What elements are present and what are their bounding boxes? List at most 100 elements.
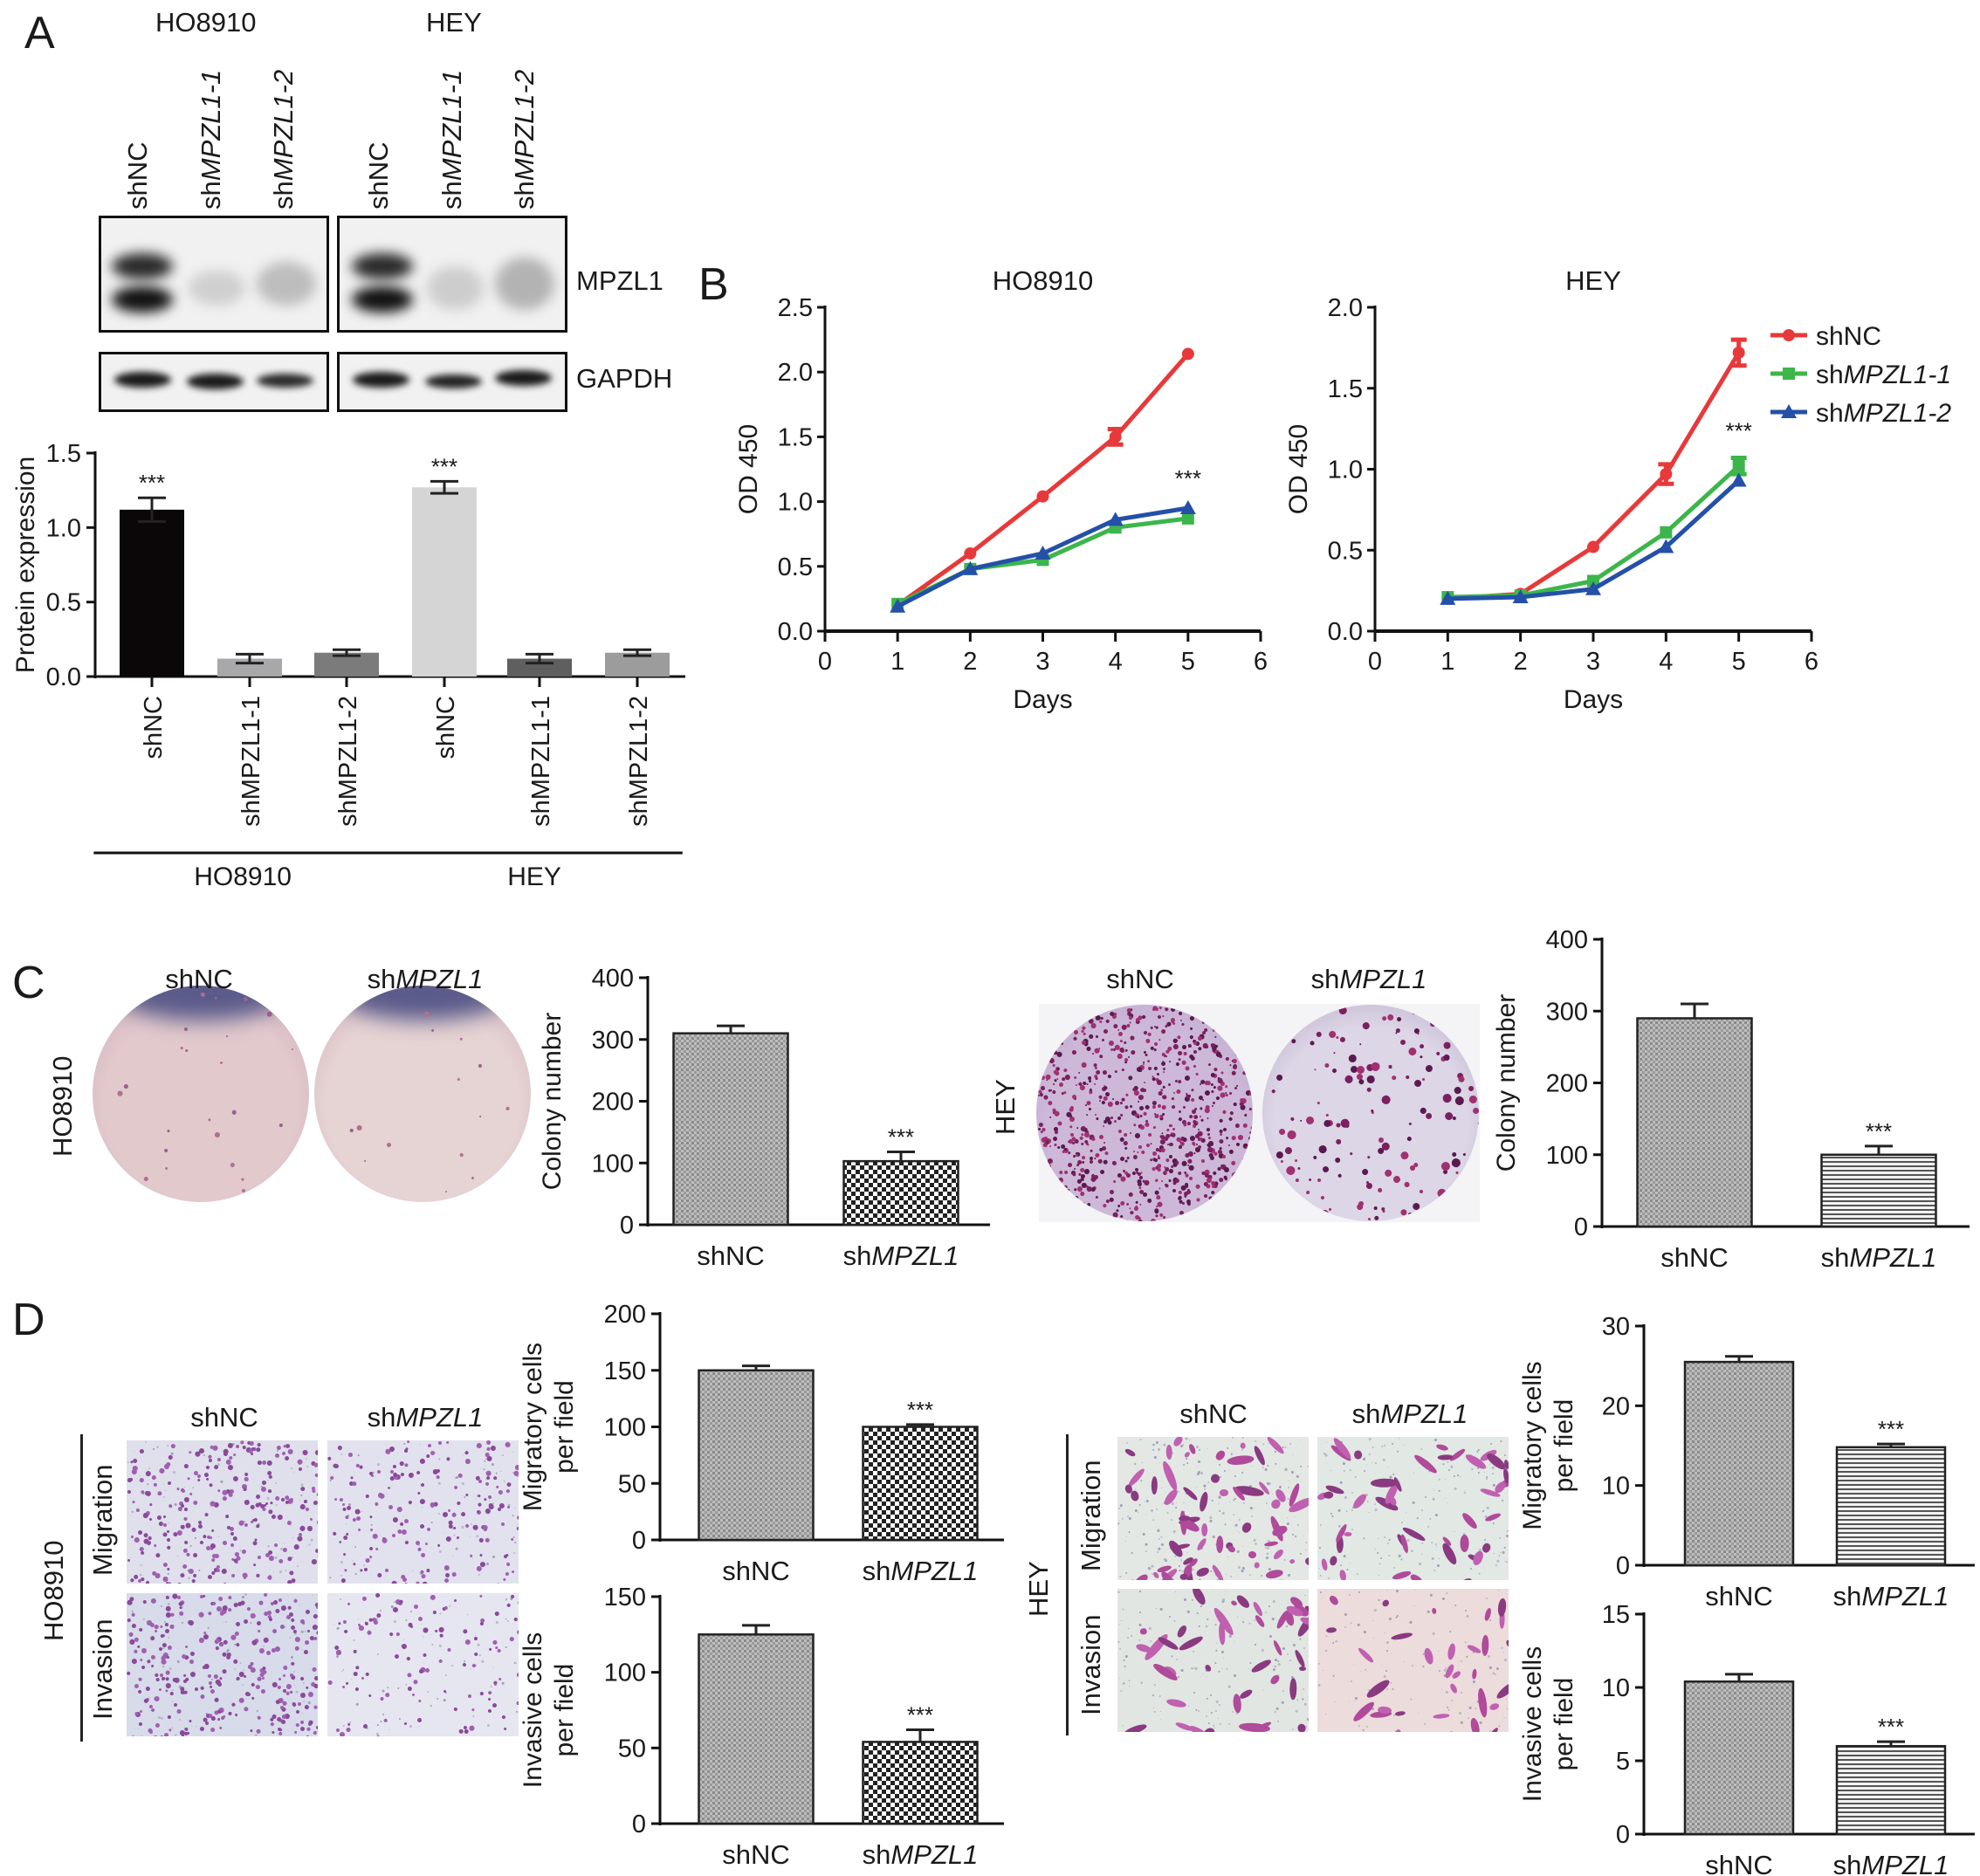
label-prefix: sh: [1816, 399, 1844, 428]
y-tick-label: 1.0: [46, 514, 81, 542]
legend-label: shMPZL1-1: [1816, 361, 1951, 389]
x-tick-label: shMPZL1: [1833, 1581, 1949, 1611]
bar-chart-a-0: 0.0 0.5 1.0 1.5 *** shNC shMPZL1-1 shMPZL1-2 ***…: [11, 440, 685, 891]
y-tick-label: 0: [1574, 1213, 1588, 1241]
y-tick-label: 200: [1546, 1070, 1588, 1098]
line-chart-ho8910: 0.0 0.5 1.0 1.5 2.0 2.5 0 1 2 3 4 5 6 Days OD 450 HO891…: [734, 265, 1268, 714]
y-tick-label: 0.5: [46, 589, 81, 617]
legend-label: shNC: [1816, 322, 1881, 351]
y-tick-label: 200: [604, 1301, 646, 1329]
marker-circle: [964, 546, 977, 560]
label-gene: MPZL1: [890, 1556, 978, 1586]
y-tick-label: 1.5: [46, 440, 81, 468]
y-axis-label: Invasive cells: [1518, 1646, 1547, 1802]
y-tick-label: 0.0: [778, 618, 813, 646]
chart-title: HEY: [1565, 265, 1621, 296]
y-tick-label: 0: [632, 1527, 646, 1555]
x-tick-label: shNC: [722, 1839, 790, 1870]
series-line-shnc: [1447, 351, 1741, 601]
y-axis-label: Invasive cells: [519, 1632, 547, 1788]
marker-circle: [1109, 430, 1122, 443]
marker-circle: [1783, 329, 1795, 341]
x-tick-label: shNC: [697, 1240, 765, 1271]
legend-label: shMPZL1-2: [1816, 399, 1951, 428]
bar-shnc: [120, 509, 184, 677]
gapdh-blot-ho8910: [99, 352, 329, 412]
ho8910-migration-shnc: [127, 1440, 318, 1584]
y-tick-label: 1.0: [778, 489, 813, 517]
dish-label-shnc: shNC: [1106, 964, 1174, 995]
label-prefix: sh: [1821, 1242, 1850, 1273]
label-prefix: sh: [863, 1556, 891, 1586]
image-label-shnc: shNC: [190, 1402, 258, 1433]
marker-triangle: [962, 560, 979, 575]
label-prefix: sh: [190, 1402, 219, 1433]
bar-chart-d-8: 0 5 10 15 shNC *** shMPZL1 Invasive cells per fi…: [1518, 1601, 1975, 1876]
marker-square: [1783, 368, 1795, 380]
label-gene: NC: [1134, 964, 1174, 994]
x-tick-label: 3: [1035, 648, 1049, 676]
y-tick-label: 0: [632, 1811, 646, 1838]
marker-triangle: [1179, 500, 1196, 515]
marker-circle: [1732, 346, 1745, 359]
y-tick-label: 0.0: [1328, 618, 1363, 646]
row-label-migration: Migration: [87, 1464, 118, 1577]
x-tick-label: shMPZL1-2: [334, 696, 362, 827]
marker-triangle: [1440, 590, 1456, 605]
y-tick-label: 400: [592, 965, 634, 993]
marker-square: [1732, 459, 1745, 472]
x-tick-label: shMPZL1: [863, 1839, 979, 1870]
ho8910-migration-shmpzl1: [327, 1440, 519, 1584]
y-tick-label: 15: [1602, 1601, 1630, 1629]
bar-shmpzl1: [862, 1741, 979, 1825]
marker-triangle: [1585, 581, 1601, 595]
bar-shmpzl1-1: [217, 658, 282, 677]
y-tick-label: 0: [620, 1212, 634, 1240]
y-tick-label: 1.0: [1328, 457, 1363, 484]
panel-label-b: B: [698, 259, 729, 310]
significance-marker: ***: [139, 470, 165, 496]
label-prefix: sh: [1351, 1398, 1381, 1429]
y-axis-label: OD 450: [734, 424, 763, 514]
marker-triangle: [1107, 512, 1124, 526]
label-prefix: sh: [1816, 361, 1844, 389]
hey-migration-shnc: [1117, 1437, 1309, 1580]
significance-marker: ***: [1878, 1416, 1904, 1442]
label-gene: NC: [1207, 1398, 1248, 1429]
label-gene: MPZL1: [395, 964, 484, 994]
y-tick-label: 400: [1546, 926, 1588, 954]
image-label-shnc: shNC: [1179, 1398, 1248, 1430]
chart-title: HO8910: [993, 265, 1093, 296]
dish-label-shnc: shNC: [165, 964, 233, 995]
bar-shmpzl1: [1835, 1446, 1947, 1567]
marker-circle: [1660, 468, 1673, 481]
y-axis-label: per field: [1550, 1678, 1578, 1771]
y-tick-label: 0: [1616, 1552, 1630, 1580]
y-tick-label: 100: [604, 1414, 646, 1442]
y-axis-label: OD 450: [1284, 424, 1313, 514]
y-tick-label: 150: [604, 1584, 646, 1611]
y-tick-label: 10: [1602, 1473, 1630, 1501]
bar-shmpzl1: [862, 1426, 979, 1542]
significance-marker: ***: [907, 1702, 933, 1728]
line-chart-hey: 0.0 0.5 1.0 1.5 2.0 0 1 2 3 4 5 6 Days OD 450 HEY *** sh…: [1284, 265, 1951, 714]
label-prefix: sh: [1833, 1850, 1862, 1876]
hey-invasion-shnc: [1117, 1589, 1309, 1732]
y-tick-label: 20: [1602, 1392, 1630, 1420]
y-axis-label: per field: [1550, 1399, 1578, 1493]
x-axis-label: Days: [1564, 685, 1623, 714]
y-tick-label: 0.5: [1328, 537, 1363, 565]
x-tick-label: 4: [1109, 648, 1123, 676]
significance-marker: ***: [1878, 1714, 1904, 1740]
cell-line-label-ho8910: HO8910: [38, 1540, 69, 1641]
hey-dish-shmpzl1: [1262, 1005, 1479, 1221]
label-gene: NC: [218, 1402, 258, 1433]
y-axis-label: Protein expression: [11, 457, 40, 673]
hey-dish-shnc: [1036, 1005, 1253, 1221]
x-tick-label: shNC: [432, 696, 460, 759]
significance-marker: ***: [431, 453, 457, 479]
y-tick-label: 2.5: [778, 294, 813, 322]
x-axis-label: Days: [1013, 685, 1072, 714]
y-tick-label: 1.5: [1328, 375, 1363, 403]
